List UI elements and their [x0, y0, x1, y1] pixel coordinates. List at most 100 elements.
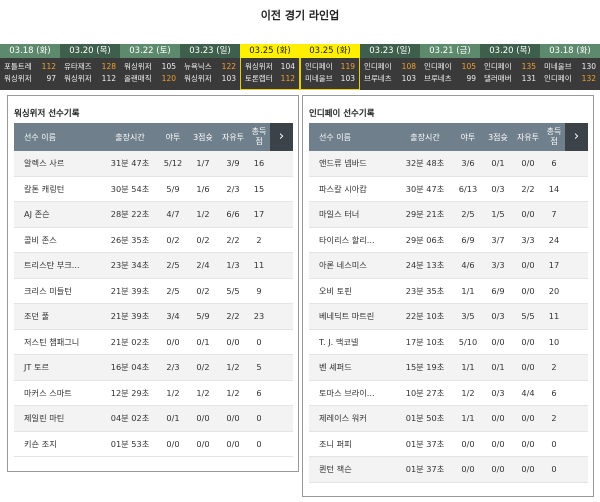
column-header: 출장시간: [115, 132, 145, 142]
team-name: 뉴욕닉스: [184, 62, 212, 71]
table-cell: 알렉스 사르: [24, 158, 65, 169]
game-score: 워싱위저 104 토론랩터 112: [240, 58, 300, 90]
game-tab[interactable]: 03.25 (화) 워싱위저 104 토론랩터 112: [240, 44, 300, 90]
table-row: 콜비 존스 26분 35초 0/2 0/2 2/2 2: [14, 228, 293, 253]
game-date: 03.25 (화): [240, 44, 300, 58]
team-name: 포틀트레: [4, 62, 32, 71]
table-row: 조던 풀 21분 39초 3/4 5/9 2/2 23: [14, 304, 293, 330]
table-cell: 2/3: [166, 362, 180, 373]
table-cell: JT 토르: [24, 362, 50, 373]
table-cell: 0/2: [196, 362, 210, 373]
page-title: 이전 경기 라인업: [260, 9, 340, 22]
table-row: 아론 네스미스 24분 13초 4/6 3/3 0/0 17: [309, 253, 588, 279]
team-name: 워싱위저: [184, 74, 212, 83]
table-row: 칼톤 캐링턴 30분 54초 5/9 1/6 2/3 15: [14, 177, 293, 202]
table-cell: 0/0: [226, 336, 240, 347]
table-cell: 0/2: [196, 285, 210, 296]
table-cell: 5/9: [196, 311, 210, 322]
chevron-right-icon[interactable]: ›: [270, 123, 293, 151]
team-score: 112: [41, 62, 56, 71]
table-cell: 6: [256, 387, 262, 398]
table-cell: 17: [253, 209, 265, 220]
player-stats-table: 선수 이름 출장시간 야투 3점슛 자유투 총득점 › 앤드류 넴바드 32분 48초 3/6 0/…: [309, 123, 588, 483]
table-row: JT 토르 16분 04초 2/3 0/2 1/2 5: [14, 355, 293, 381]
game-tab[interactable]: 03.23 (일) 인디페이 108 브루네츠 103: [360, 44, 420, 90]
table-cell: 제레이스 워커: [319, 413, 367, 424]
table-cell: 1/2: [226, 387, 240, 398]
table-cell: 0/2: [166, 234, 180, 245]
table-cell: 1/1: [461, 413, 475, 424]
table-cell: 14: [548, 183, 560, 194]
team-name: 인디페이: [484, 62, 512, 71]
table-cell: 23분 35초: [405, 285, 445, 296]
team-score: 97: [46, 74, 56, 83]
team-name: 유타재즈: [64, 62, 92, 71]
game-tab[interactable]: 03.21 (금) 인디페이 105 브루네츠 99: [420, 44, 480, 90]
table-cell: 1/2: [166, 387, 180, 398]
table-cell: 22분 10초: [405, 311, 445, 322]
table-cell: 5/10: [458, 336, 478, 347]
table-cell: 퀸턴 잭슨: [319, 464, 352, 475]
game-tab[interactable]: 03.20 (목) 유타재즈 128 워싱위저 112: [60, 44, 120, 90]
table-row: 타이리스 할리... 29분 06초 6/9 3/7 3/3 24: [309, 228, 588, 253]
table-cell: 28분 22초: [110, 209, 150, 220]
table-cell: 저스틴 챔패그니: [24, 336, 80, 347]
game-tab[interactable]: 03.18 (화) 포틀트레 112 워싱위저 97: [0, 44, 60, 90]
team-name: 워싱위저: [4, 74, 32, 83]
table-row: 토마스 브라이... 10분 27초 1/2 0/3 4/4 6: [309, 381, 588, 406]
table-row: 제레이스 워커 01분 50초 1/1 0/0 0/0 2: [309, 406, 588, 432]
team-name: 브루네츠: [424, 74, 452, 83]
team-name: 워싱위저: [245, 62, 273, 71]
table-row: 알렉스 사르 31분 47초 5/12 1/7 3/9 16: [14, 151, 293, 177]
game-date: 03.25 (화): [300, 44, 360, 58]
team-name: 올랜매직: [124, 74, 152, 83]
table-cell: 6/6: [226, 209, 240, 220]
team-score: 120: [161, 74, 176, 83]
table-cell: 베네딕트 마트린: [319, 311, 375, 322]
game-tab[interactable]: 03.22 (토) 워싱위저 105 올랜매직 120: [120, 44, 180, 90]
table-cell: 0: [256, 336, 262, 347]
table-row: 크리스 미들턴 21분 39초 2/5 0/2 5/5 9: [14, 279, 293, 304]
chevron-right-icon[interactable]: ›: [565, 123, 588, 151]
table-cell: 0: [256, 413, 262, 424]
table-row: T. J. 맥코넬 17분 10초 5/10 0/0 0/0 10: [309, 330, 588, 355]
table-cell: 15: [253, 183, 265, 194]
column-header: 야투: [460, 132, 476, 142]
table-cell: 0/1: [166, 413, 180, 424]
table-cell: 0/0: [521, 260, 535, 271]
table-cell: 1/6: [196, 183, 210, 194]
game-tab[interactable]: 03.25 (화) 인디페이 119 미네울브 103: [300, 44, 360, 90]
game-score: 인디페이 135 댈러매버 131: [480, 58, 540, 90]
table-cell: 32분 48초: [405, 158, 445, 169]
table-cell: 6: [551, 158, 557, 169]
table-row: 마일스 터너 29분 21초 2/5 1/5 0/0 7: [309, 202, 588, 228]
table-cell: 0/0: [461, 438, 475, 449]
team-score: 135: [521, 62, 536, 71]
game-tab[interactable]: 03.20 (목) 인디페이 135 댈러매버 131: [480, 44, 540, 90]
table-cell: 2/2: [521, 183, 535, 194]
table-cell: T. J. 맥코넬: [319, 336, 359, 347]
table-cell: 0/1: [491, 158, 505, 169]
team-name: 워싱위저: [124, 62, 152, 71]
game-score: 인디페이 119 미네울브 103: [300, 58, 360, 90]
table-cell: 타이리스 할리...: [319, 234, 375, 245]
column-header: 야투: [165, 132, 181, 142]
table-cell: 5: [256, 362, 262, 373]
table-cell: 21분 02초: [110, 336, 150, 347]
table-cell: 11: [548, 311, 560, 322]
team-name: 워싱위저: [64, 74, 92, 83]
table-row: 조니 퍼피 01분 37초 0/0 0/0 0/0 0: [309, 432, 588, 457]
table-cell: 01분 50초: [405, 413, 445, 424]
game-tab[interactable]: 03.18 (화) 미네울브 130 인디페이 132: [540, 44, 600, 90]
game-tab[interactable]: 03.23 (일) 뉴욕닉스 122 워싱위저 103: [180, 44, 240, 90]
column-header: 출장시간: [410, 132, 440, 142]
table-cell: 파스칼 시아캄: [319, 183, 367, 194]
team-name: 인디페이: [364, 62, 392, 71]
table-cell: 2/2: [226, 311, 240, 322]
table-cell: 2/5: [166, 260, 180, 271]
table-cell: 20: [548, 285, 560, 296]
table-cell: 0/0: [196, 438, 210, 449]
table-cell: 3/3: [521, 234, 535, 245]
column-header: 3점슛: [488, 132, 508, 142]
table-header: 선수 이름 출장시간 야투 3점슛 자유투 총득점 ›: [14, 123, 293, 151]
